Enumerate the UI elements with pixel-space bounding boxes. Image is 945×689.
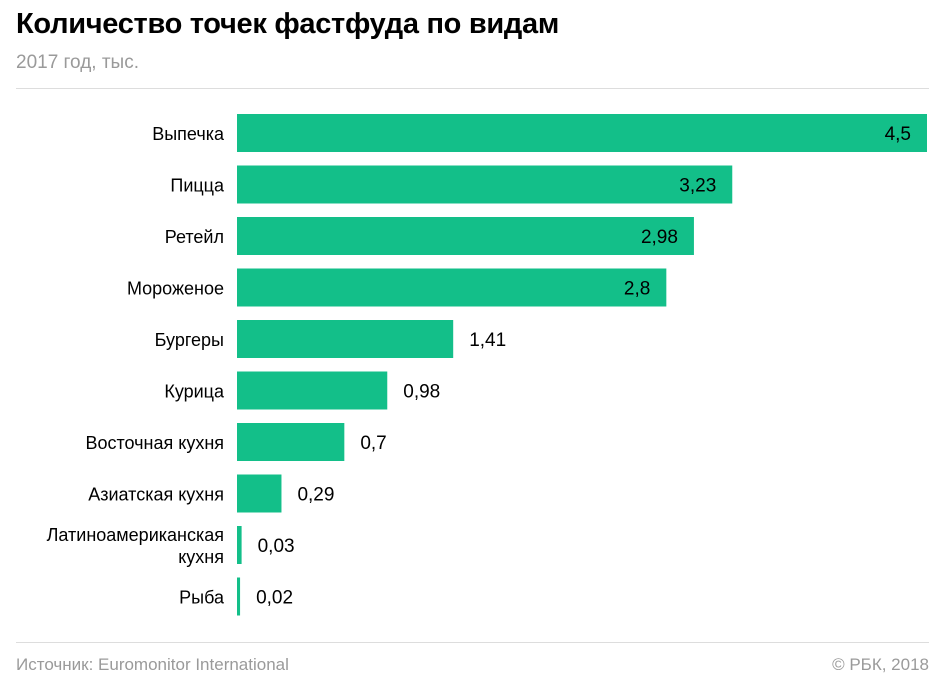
bar xyxy=(237,268,667,307)
category-label: Восточная кухня xyxy=(85,433,224,453)
category-label: кухня xyxy=(178,547,224,567)
value-label: 2,8 xyxy=(624,279,650,300)
value-label: 0,7 xyxy=(360,433,386,454)
value-label: 1,41 xyxy=(469,330,506,351)
category-label: Мороженое xyxy=(127,279,224,299)
chart-subtitle: 2017 год, тыс. xyxy=(16,52,139,73)
category-label: Азиатская кухня xyxy=(88,485,224,505)
value-label: 4,5 xyxy=(885,124,911,145)
bar xyxy=(237,217,694,255)
bar xyxy=(237,165,733,204)
category-label: Латиноамериканская xyxy=(47,525,224,545)
bar xyxy=(237,114,927,152)
bottom-divider xyxy=(16,642,929,643)
category-label: Рыба xyxy=(179,588,225,608)
value-label: 0,02 xyxy=(256,588,293,609)
source-note: Источник: Euromonitor International xyxy=(16,655,289,674)
value-label: 3,23 xyxy=(679,176,716,197)
bar xyxy=(237,474,282,513)
category-label: Ретейл xyxy=(165,227,224,247)
value-label: 2,98 xyxy=(641,227,678,248)
bar xyxy=(237,423,345,461)
category-label: Бургеры xyxy=(155,330,224,350)
top-divider xyxy=(16,88,929,89)
bar xyxy=(237,526,242,564)
category-label: Курица xyxy=(164,382,225,402)
chart-title: Количество точек фастфуда по видам xyxy=(16,8,559,40)
value-label: 0,03 xyxy=(258,536,295,557)
category-label: Выпечка xyxy=(152,124,225,144)
value-label: 0,98 xyxy=(403,382,440,403)
value-label: 0,29 xyxy=(297,485,334,506)
category-label: Пицца xyxy=(170,176,225,196)
bar xyxy=(237,371,388,410)
copyright-note: © РБК, 2018 xyxy=(832,655,929,674)
bar xyxy=(237,577,241,616)
bar xyxy=(237,320,454,358)
